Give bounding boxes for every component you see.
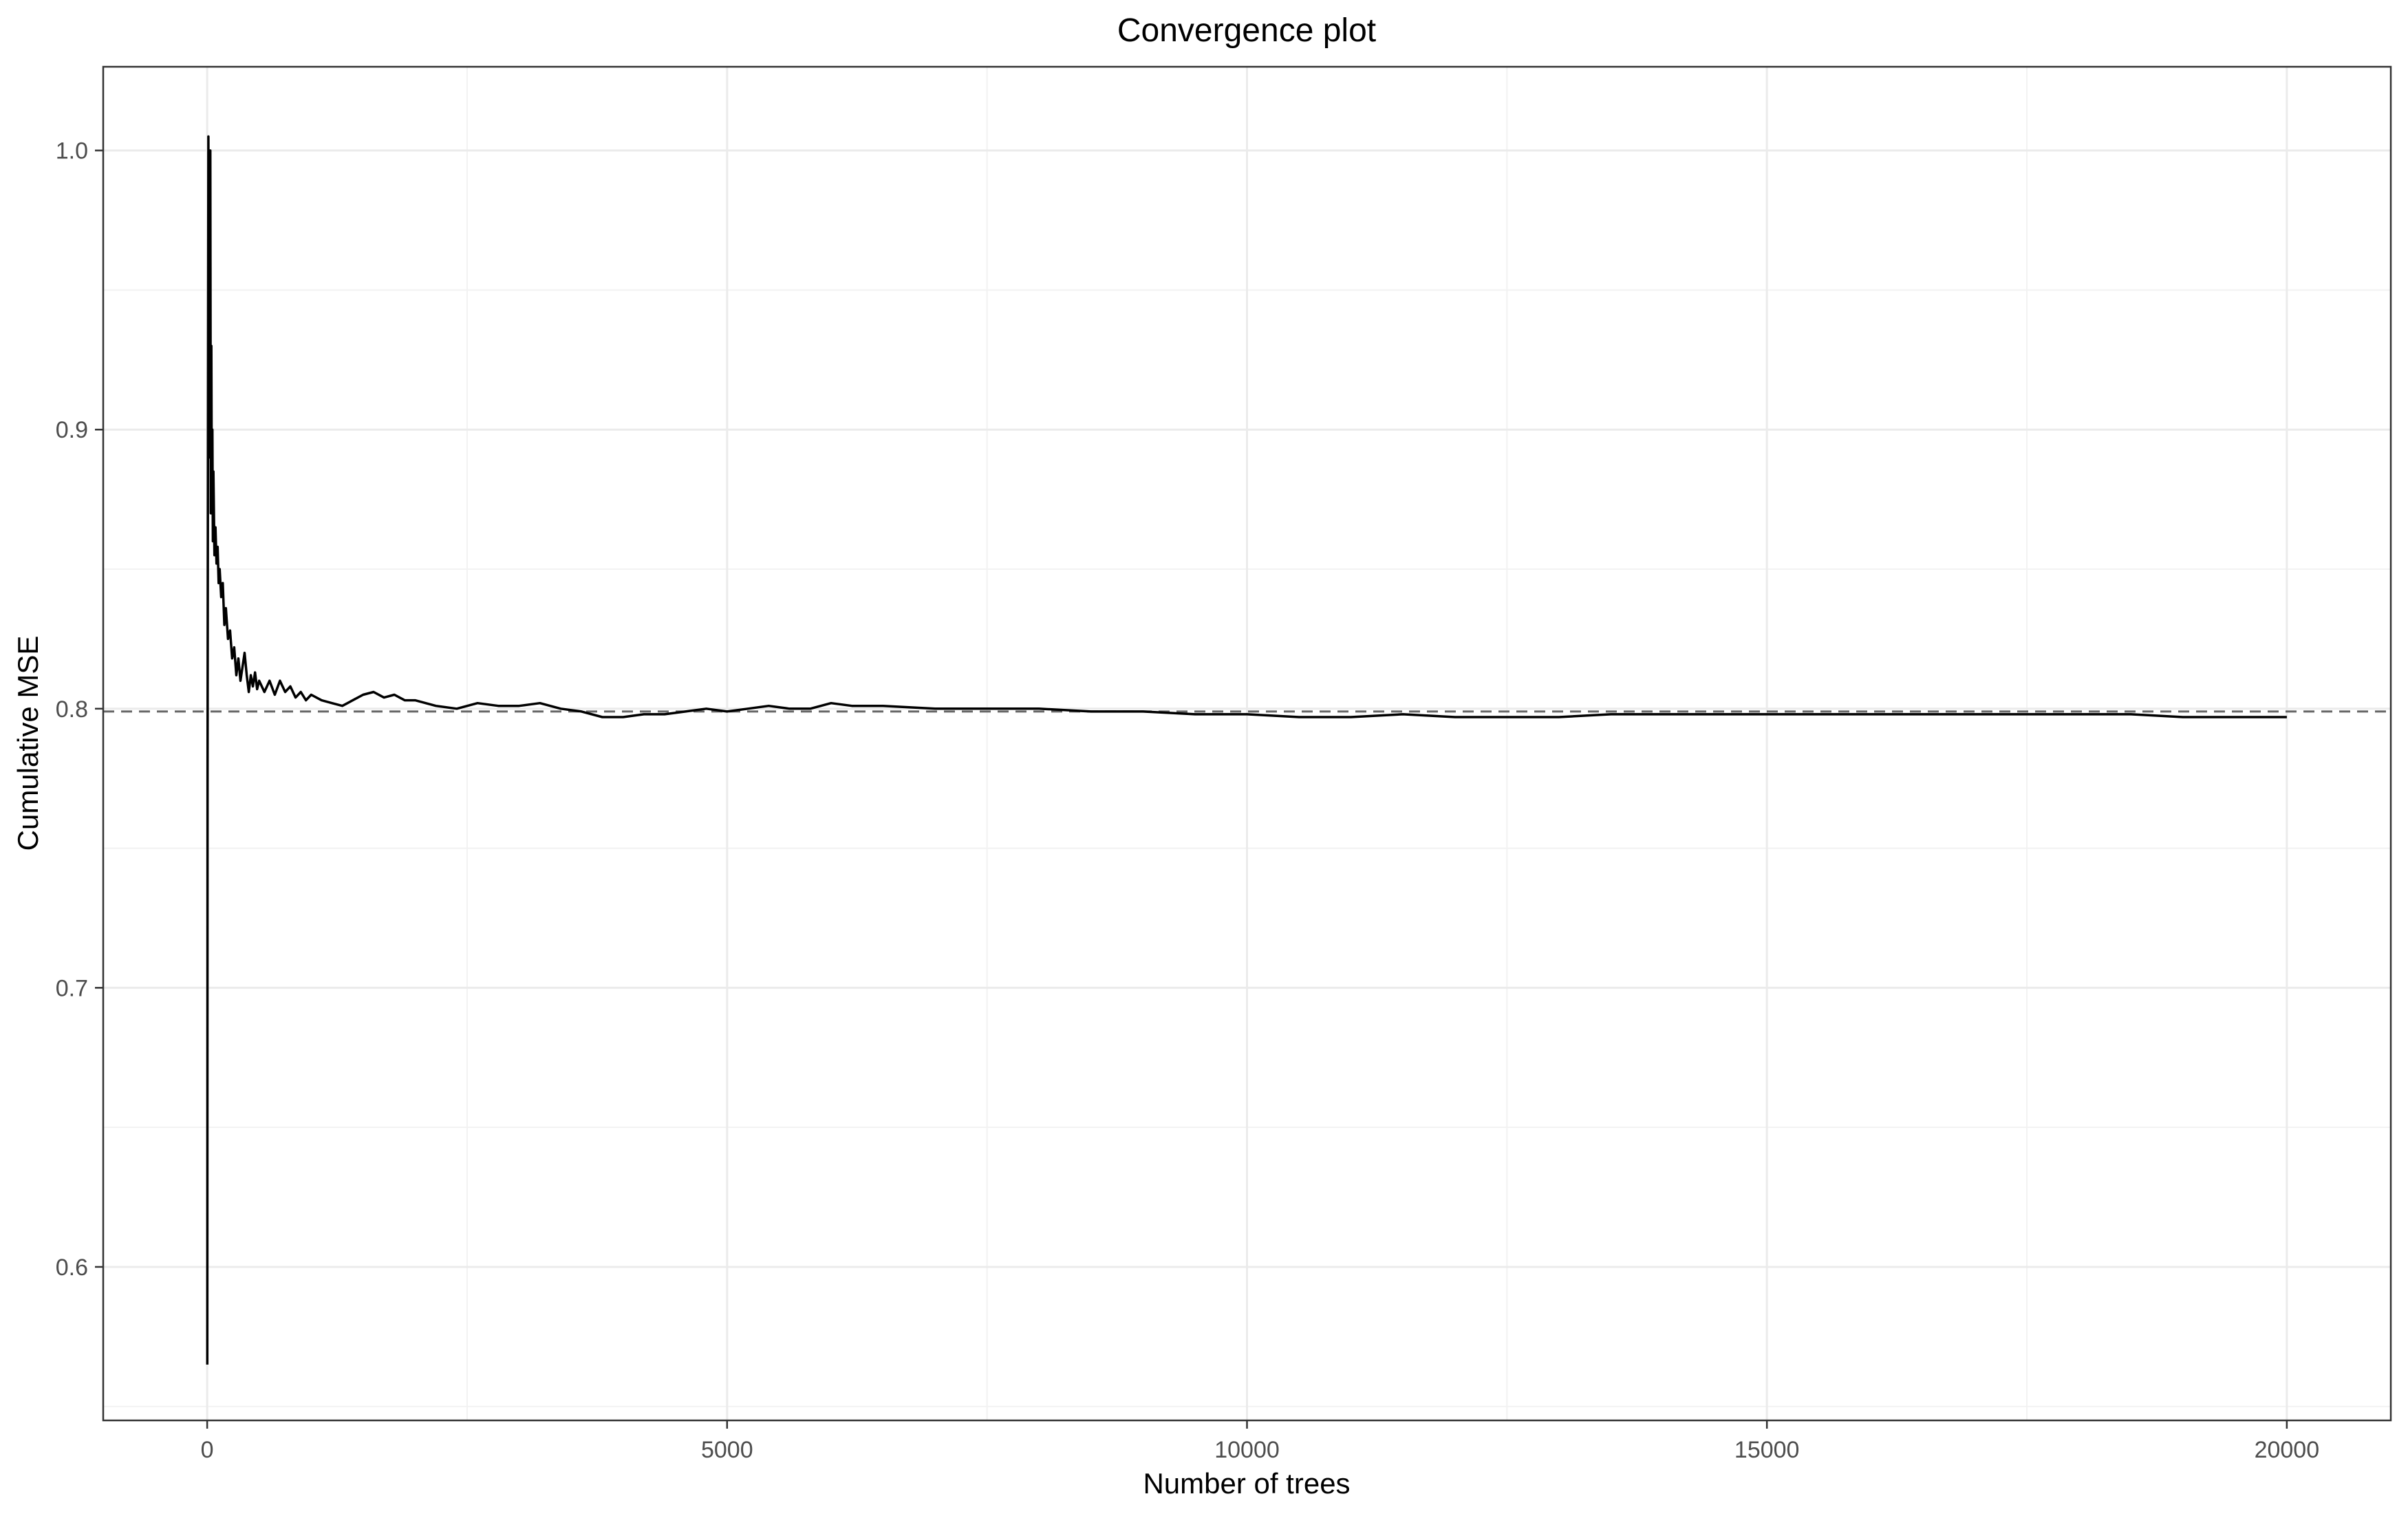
y-tick-label: 0.9 <box>56 417 88 443</box>
x-axis: 0 5000 10000 15000 20000 <box>201 1420 2319 1463</box>
y-axis: 0.6 0.7 0.8 0.9 1.0 <box>56 138 103 1281</box>
series-line-cumulative-mse <box>206 135 2287 1365</box>
y-tick-label: 0.8 <box>56 696 88 723</box>
x-tick-label: 5000 <box>701 1437 753 1463</box>
x-tick-label: 10000 <box>1214 1437 1280 1463</box>
y-tick-label: 0.6 <box>56 1255 88 1281</box>
x-tick-label: 20000 <box>2255 1437 2320 1463</box>
y-tick-label: 1.0 <box>56 138 88 164</box>
y-axis-title: Cumulative MSE <box>12 636 44 851</box>
x-tick-label: 0 <box>201 1437 214 1463</box>
x-tick-label: 15000 <box>1734 1437 1800 1463</box>
chart-title: Convergence plot <box>1117 12 1376 49</box>
grid <box>103 67 2391 1420</box>
x-axis-title: Number of trees <box>1143 1467 1350 1500</box>
y-tick-label: 0.7 <box>56 975 88 1001</box>
